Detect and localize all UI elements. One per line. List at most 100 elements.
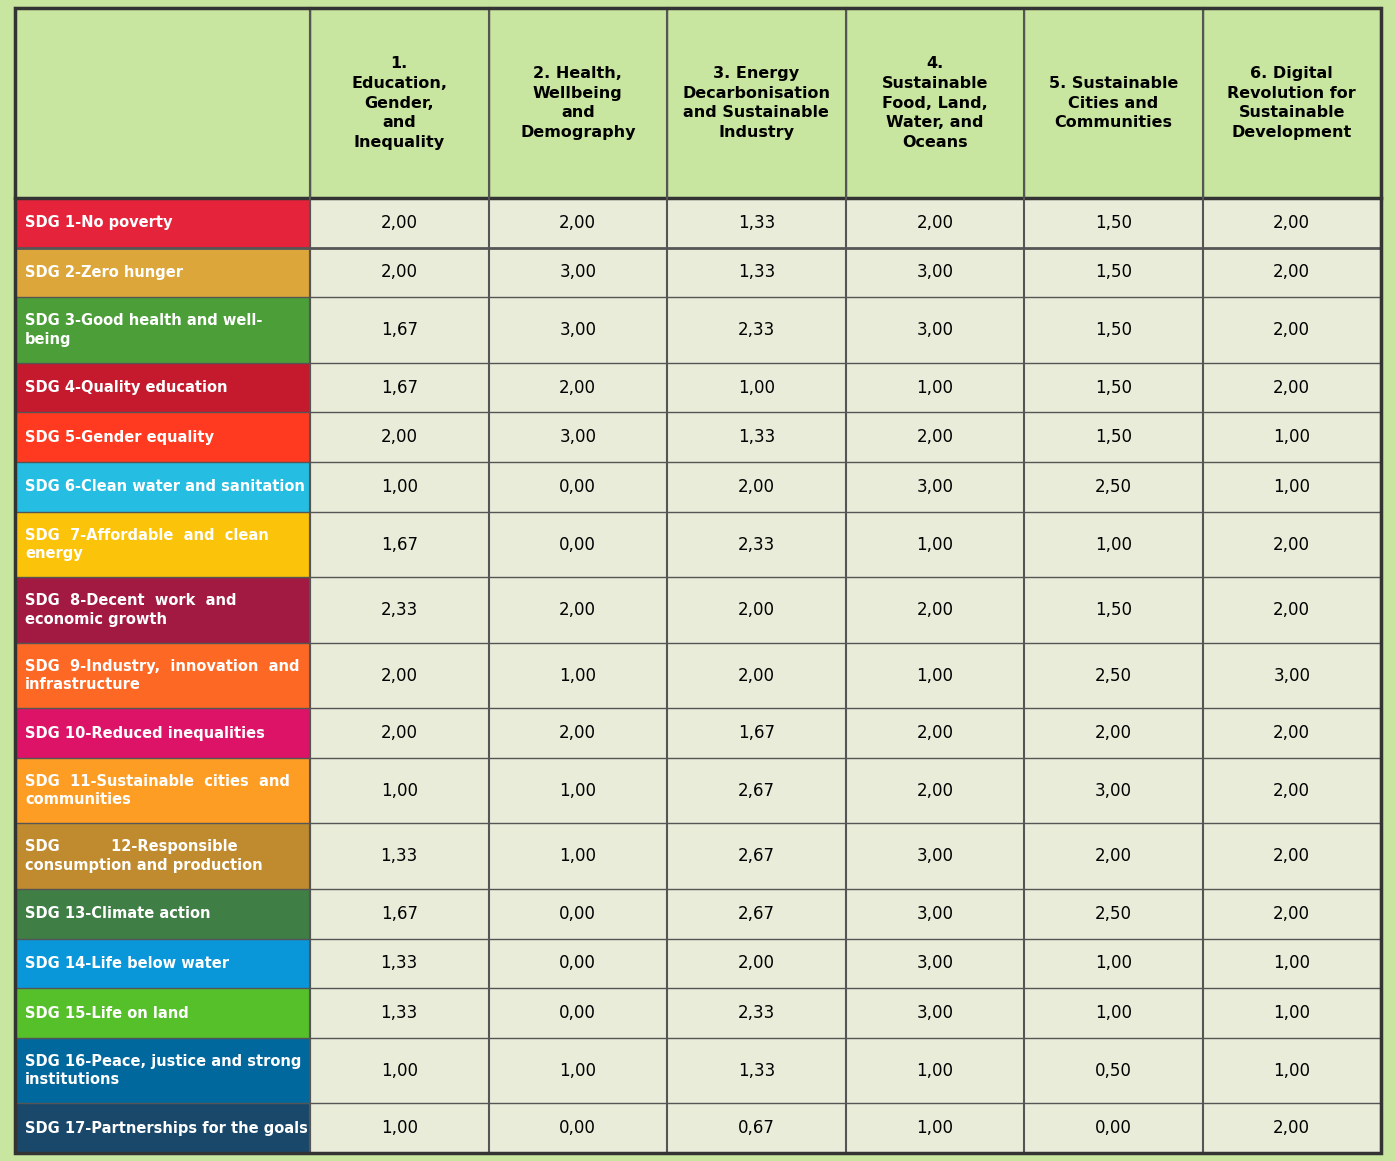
Bar (15, 512, 310, 577)
Text: 1,00: 1,00 (1273, 954, 1311, 973)
Text: 3,00: 3,00 (916, 904, 953, 923)
Bar (15, 643, 310, 708)
Bar (667, 8, 846, 199)
Bar (310, 199, 489, 247)
Bar (1202, 362, 1381, 412)
Text: 2,00: 2,00 (916, 214, 953, 232)
Bar (489, 988, 667, 1038)
Text: 1,50: 1,50 (1094, 214, 1132, 232)
Text: 2,67: 2,67 (737, 781, 775, 800)
Text: 0,00: 0,00 (1094, 1119, 1132, 1137)
Bar (846, 362, 1025, 412)
Text: SDG          12-Responsible
consumption and production: SDG 12-Responsible consumption and produ… (25, 839, 262, 873)
Text: SDG  9-Industry,  innovation  and
infrastructure: SDG 9-Industry, innovation and infrastru… (25, 658, 300, 692)
Bar (15, 889, 310, 938)
Text: 2,00: 2,00 (381, 428, 417, 446)
Bar (1202, 1103, 1381, 1153)
Bar (489, 8, 667, 199)
Bar (846, 708, 1025, 758)
Bar (310, 823, 489, 889)
Text: 2,00: 2,00 (737, 954, 775, 973)
Text: 3,00: 3,00 (916, 264, 953, 281)
Text: 1,00: 1,00 (560, 781, 596, 800)
Bar (15, 8, 310, 199)
Text: 1,00: 1,00 (916, 535, 953, 554)
Text: 2,00: 2,00 (737, 601, 775, 619)
Text: 1,67: 1,67 (381, 322, 417, 339)
Bar (1025, 708, 1202, 758)
Text: 1,00: 1,00 (1273, 428, 1311, 446)
Text: 2,33: 2,33 (737, 322, 775, 339)
Text: 1,67: 1,67 (381, 535, 417, 554)
Bar (846, 512, 1025, 577)
Bar (1025, 643, 1202, 708)
Bar (489, 362, 667, 412)
Text: 2,00: 2,00 (381, 214, 417, 232)
Text: 1,33: 1,33 (737, 428, 775, 446)
Text: 1,50: 1,50 (1094, 322, 1132, 339)
Text: 3. Energy
Decarbonisation
and Sustainable
Industry: 3. Energy Decarbonisation and Sustainabl… (683, 66, 831, 140)
Text: 2,00: 2,00 (1273, 378, 1311, 397)
Bar (489, 758, 667, 823)
Bar (1025, 1038, 1202, 1103)
Text: 1,00: 1,00 (1094, 535, 1132, 554)
Bar (667, 758, 846, 823)
Text: 2,00: 2,00 (1094, 724, 1132, 742)
Text: 1,00: 1,00 (381, 1061, 417, 1080)
Bar (667, 823, 846, 889)
Bar (1025, 577, 1202, 643)
Bar (1025, 297, 1202, 362)
Text: 1,33: 1,33 (737, 214, 775, 232)
Text: 1,67: 1,67 (381, 378, 417, 397)
Text: 0,67: 0,67 (738, 1119, 775, 1137)
Text: 1,50: 1,50 (1094, 378, 1132, 397)
Bar (1025, 512, 1202, 577)
Text: 0,00: 0,00 (560, 904, 596, 923)
Bar (489, 297, 667, 362)
Bar (310, 8, 489, 199)
Bar (489, 938, 667, 988)
Bar (15, 823, 310, 889)
Bar (15, 8, 1381, 199)
Bar (667, 462, 846, 512)
Text: 2,00: 2,00 (1273, 535, 1311, 554)
Bar (846, 1103, 1025, 1153)
Bar (1025, 823, 1202, 889)
Text: 1.
Education,
Gender,
and
Inequality: 1. Education, Gender, and Inequality (352, 56, 447, 150)
Bar (667, 247, 846, 297)
Text: 1,00: 1,00 (1094, 954, 1132, 973)
Bar (1025, 988, 1202, 1038)
Bar (1202, 512, 1381, 577)
Text: 0,00: 0,00 (560, 478, 596, 496)
Bar (1025, 889, 1202, 938)
Bar (667, 297, 846, 362)
Bar (489, 199, 667, 247)
Text: 0,00: 0,00 (560, 1004, 596, 1022)
Bar (310, 708, 489, 758)
Text: 2,00: 2,00 (1273, 724, 1311, 742)
Text: 3,00: 3,00 (560, 322, 596, 339)
Bar (489, 577, 667, 643)
Bar (489, 512, 667, 577)
Bar (489, 462, 667, 512)
Text: 1,00: 1,00 (916, 1119, 953, 1137)
Bar (1025, 1103, 1202, 1153)
Bar (489, 247, 667, 297)
Text: 2,50: 2,50 (1094, 904, 1132, 923)
Bar (489, 823, 667, 889)
Text: 3,00: 3,00 (560, 264, 596, 281)
Bar (667, 412, 846, 462)
Text: 2,33: 2,33 (737, 535, 775, 554)
Text: 2,00: 2,00 (381, 724, 417, 742)
Bar (667, 512, 846, 577)
Text: SDG  11-Sustainable  cities  and
communities: SDG 11-Sustainable cities and communitie… (25, 774, 290, 807)
Bar (846, 577, 1025, 643)
Bar (489, 708, 667, 758)
Bar (846, 247, 1025, 297)
Bar (846, 988, 1025, 1038)
Text: 2,33: 2,33 (737, 1004, 775, 1022)
Bar (15, 462, 310, 512)
Bar (846, 297, 1025, 362)
Bar (15, 412, 310, 462)
Text: 2,00: 2,00 (560, 214, 596, 232)
